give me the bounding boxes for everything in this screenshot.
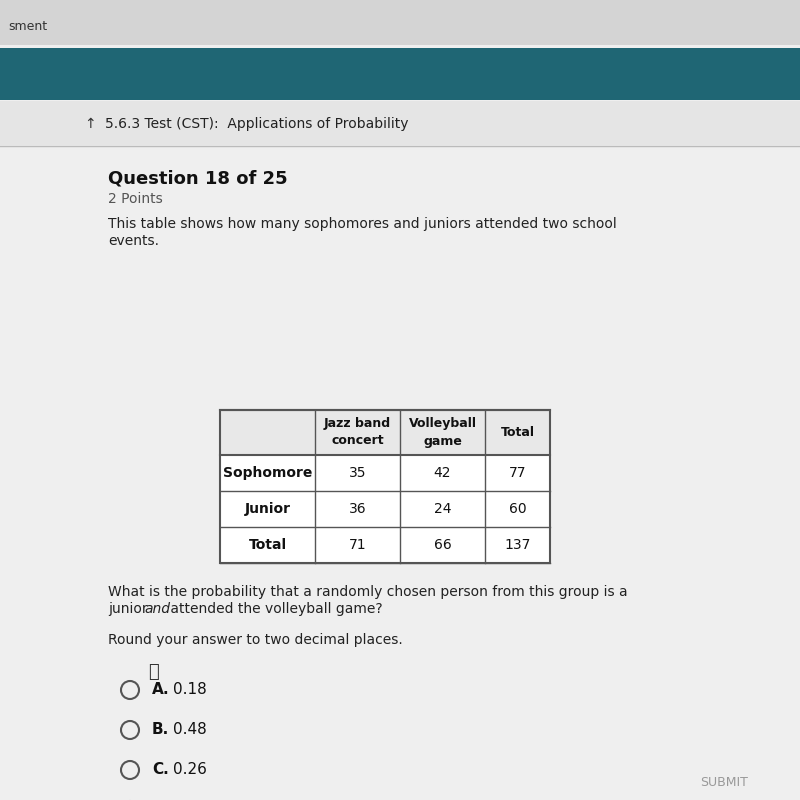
Text: events.: events. <box>108 234 159 248</box>
Text: 42: 42 <box>434 466 451 480</box>
Text: 35: 35 <box>349 466 366 480</box>
Text: B.: B. <box>152 722 170 738</box>
Text: 0.48: 0.48 <box>173 722 206 738</box>
Text: Total: Total <box>501 426 534 439</box>
Text: SUBMIT: SUBMIT <box>700 775 748 789</box>
Text: ⮣: ⮣ <box>148 663 158 681</box>
Text: ↑: ↑ <box>84 117 96 131</box>
Bar <box>0 101 800 145</box>
Bar <box>0 0 800 45</box>
Bar <box>220 410 550 563</box>
Text: A.: A. <box>152 682 170 698</box>
Text: sment: sment <box>8 21 47 34</box>
Text: What is the probability that a randomly chosen person from this group is a: What is the probability that a randomly … <box>108 585 628 599</box>
Text: This table shows how many sophomores and juniors attended two school: This table shows how many sophomores and… <box>108 217 617 231</box>
Text: Junior: Junior <box>245 502 290 516</box>
Bar <box>220 410 550 563</box>
Text: Volleyball
game: Volleyball game <box>409 418 477 447</box>
Bar <box>0 48 800 100</box>
Text: Jazz band
concert: Jazz band concert <box>324 418 391 447</box>
Text: junior: junior <box>108 602 152 616</box>
Text: 5.6.3 Test (CST):  Applications of Probability: 5.6.3 Test (CST): Applications of Probab… <box>105 117 409 131</box>
Bar <box>220 410 550 455</box>
Text: 2 Points: 2 Points <box>108 192 162 206</box>
Text: 71: 71 <box>349 538 366 552</box>
Text: 66: 66 <box>434 538 451 552</box>
Text: and: and <box>144 602 170 616</box>
Text: attended the volleyball game?: attended the volleyball game? <box>166 602 382 616</box>
Text: Round your answer to two decimal places.: Round your answer to two decimal places. <box>108 633 402 647</box>
Text: 60: 60 <box>509 502 526 516</box>
Text: 0.26: 0.26 <box>173 762 207 778</box>
Text: Sophomore: Sophomore <box>223 466 312 480</box>
Text: Total: Total <box>249 538 286 552</box>
Text: 77: 77 <box>509 466 526 480</box>
Text: 0.18: 0.18 <box>173 682 206 698</box>
Text: C.: C. <box>152 762 169 778</box>
Text: 24: 24 <box>434 502 451 516</box>
Text: 137: 137 <box>504 538 530 552</box>
Text: 36: 36 <box>349 502 366 516</box>
Text: Question 18 of 25: Question 18 of 25 <box>108 170 288 188</box>
